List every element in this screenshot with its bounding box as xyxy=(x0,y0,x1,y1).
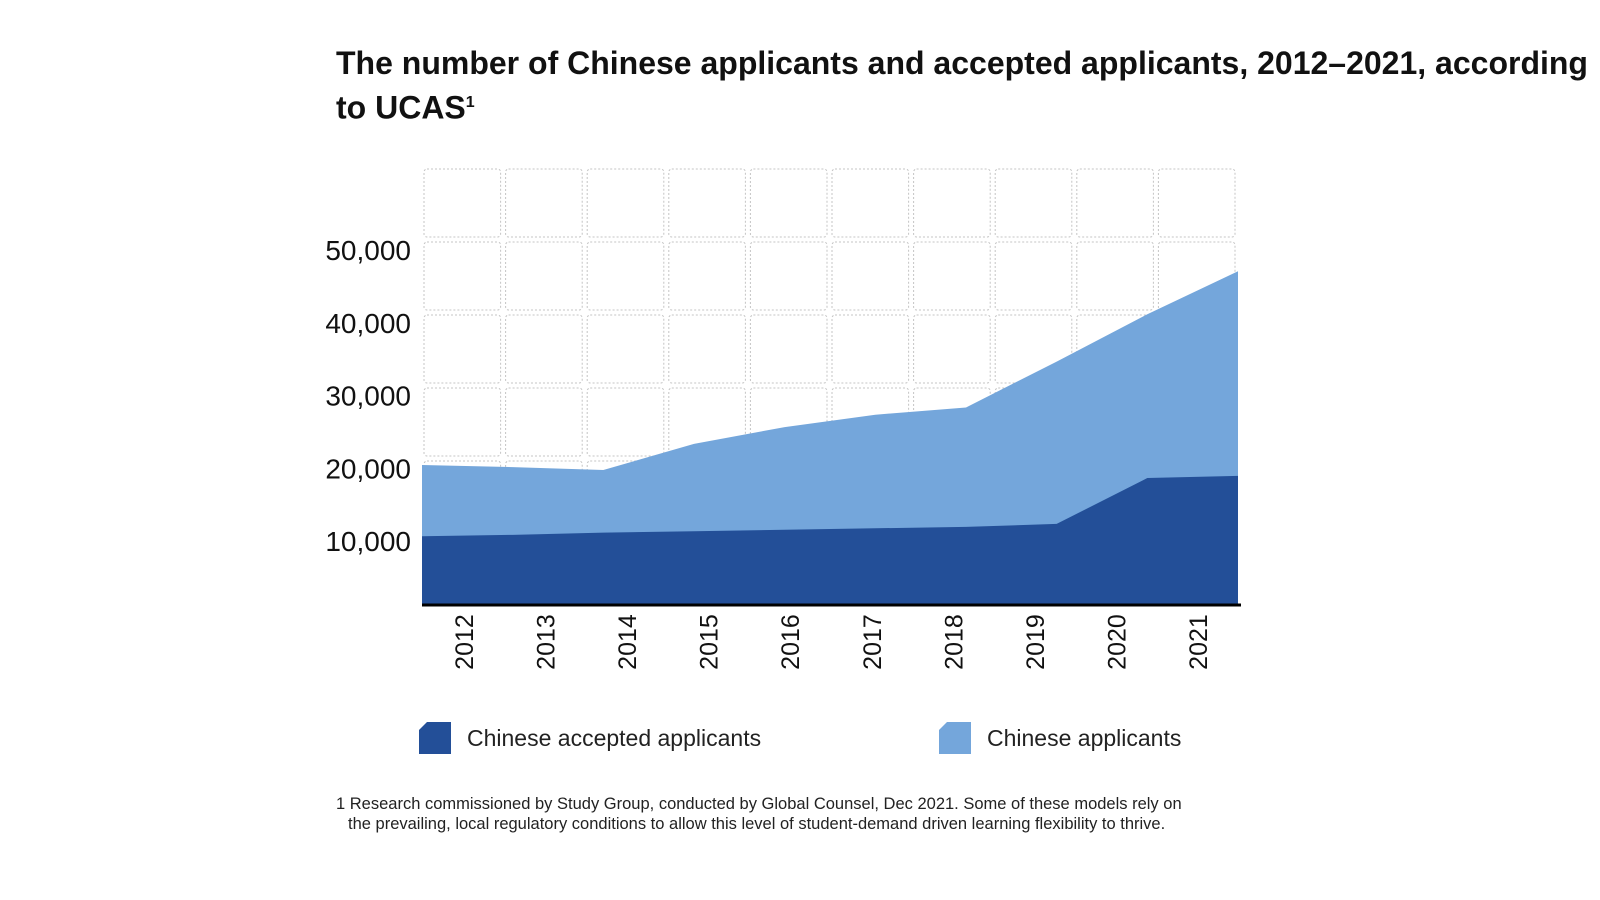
grid-cell xyxy=(505,241,583,311)
x-tick-label: 2018 xyxy=(940,614,968,670)
grid-cell xyxy=(586,168,665,238)
legend-item-applicants: Chinese applicants xyxy=(939,722,1181,754)
grid-cell xyxy=(994,241,1073,311)
area-chinese-applicants xyxy=(422,271,1238,604)
footnote-line-2: the prevailing, local regulatory conditi… xyxy=(348,815,1166,833)
x-tick-label: 2020 xyxy=(1104,614,1132,670)
x-tick-label: 2014 xyxy=(614,614,642,670)
grid-cell xyxy=(831,241,910,311)
y-tick-label: 10,000 xyxy=(325,526,411,557)
grid-cell xyxy=(994,168,1073,238)
y-tick-label: 30,000 xyxy=(325,381,411,412)
grid-cell xyxy=(749,314,828,384)
footnote-line-1: 1 Research commissioned by Study Group, … xyxy=(336,795,1182,813)
x-tick-label: 2012 xyxy=(451,614,479,670)
grid-cell xyxy=(505,314,583,384)
y-tick-label: 20,000 xyxy=(325,453,411,484)
x-tick-label: 2016 xyxy=(777,614,805,670)
legend-item-accepted: Chinese accepted applicants xyxy=(419,722,761,754)
footnote-mark: 1 xyxy=(465,94,475,111)
grid-cell xyxy=(831,314,910,384)
grid-cell xyxy=(913,314,991,384)
grid-cell xyxy=(913,168,991,238)
y-tick-label: 40,000 xyxy=(325,308,411,339)
grid-cell xyxy=(831,168,910,238)
chart-title-text: The number of Chinese applicants and acc… xyxy=(336,45,1588,126)
y-tick-label: 50,000 xyxy=(325,235,411,266)
legend-swatch-applicants xyxy=(939,722,971,754)
grid-cell xyxy=(505,168,583,238)
x-tick-label: 2015 xyxy=(696,614,724,670)
grid-cell xyxy=(423,241,502,311)
grid-cell xyxy=(505,387,583,457)
x-tick-label: 2021 xyxy=(1185,614,1213,670)
grid-cell xyxy=(586,241,665,311)
grid-cell xyxy=(1076,168,1154,238)
grid-cell xyxy=(668,168,746,238)
legend-swatch-accepted xyxy=(419,722,451,754)
x-tick-label: 2013 xyxy=(532,614,560,670)
grid-cell xyxy=(668,314,746,384)
grid-cell xyxy=(1157,168,1236,238)
footnote: 1 Research commissioned by Study Group, … xyxy=(336,794,1182,834)
grid-cell xyxy=(586,387,665,457)
grid-cell xyxy=(668,241,746,311)
area-chinese-accepted-applicants xyxy=(422,475,1238,604)
chart-title: The number of Chinese applicants and acc… xyxy=(336,44,1600,128)
grid-cell xyxy=(913,241,991,311)
grid-cell xyxy=(423,314,502,384)
grid-cell xyxy=(749,241,828,311)
x-tick-label: 2019 xyxy=(1022,614,1050,670)
x-tick-label: 2017 xyxy=(859,614,887,670)
grid-cell xyxy=(586,314,665,384)
grid-cell xyxy=(749,168,828,238)
grid-cell xyxy=(1076,241,1154,311)
legend-label-applicants: Chinese applicants xyxy=(987,724,1182,751)
legend-label-accepted: Chinese accepted applicants xyxy=(467,724,762,751)
grid-cell xyxy=(423,168,502,238)
grid-cell xyxy=(423,387,502,457)
